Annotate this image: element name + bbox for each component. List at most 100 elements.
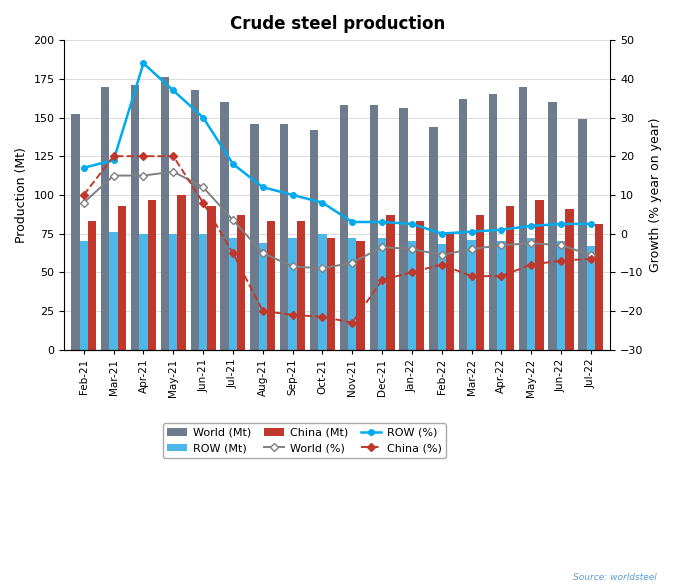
World (%) — [318, 265, 326, 272]
ROW (%) — [527, 222, 536, 229]
Bar — [297, 222, 305, 350]
Bar — [497, 241, 506, 350]
Bar — [118, 206, 126, 350]
Bar — [527, 239, 536, 350]
Bar — [221, 102, 229, 350]
ROW (%) — [139, 60, 148, 67]
Line: World (%): World (%) — [81, 169, 594, 271]
Bar — [160, 77, 169, 350]
ROW (%) — [378, 219, 386, 226]
ROW (%) — [498, 226, 506, 233]
ROW (%) — [259, 183, 267, 190]
ROW (%) — [110, 156, 118, 163]
Bar — [519, 87, 527, 350]
ROW (%) — [169, 87, 177, 94]
Bar — [476, 215, 484, 350]
China (%) — [288, 311, 297, 318]
Bar — [199, 234, 207, 350]
Bar — [237, 215, 246, 350]
Bar — [565, 209, 573, 350]
Bar — [356, 241, 365, 350]
World (%) — [110, 172, 118, 179]
ROW (%) — [229, 161, 237, 168]
Line: ROW (%): ROW (%) — [81, 60, 594, 236]
Bar — [386, 215, 395, 350]
World (%) — [557, 241, 565, 248]
Bar — [280, 124, 288, 350]
ROW (%) — [288, 192, 297, 199]
ROW (%) — [437, 230, 445, 237]
ROW (%) — [80, 164, 88, 171]
Bar — [536, 200, 544, 350]
Bar — [250, 124, 259, 350]
World (%) — [80, 199, 88, 206]
Bar — [348, 239, 356, 350]
Bar — [408, 241, 416, 350]
Bar — [557, 241, 565, 350]
World (%) — [199, 183, 207, 190]
Bar — [399, 108, 408, 350]
China (%) — [467, 272, 475, 280]
Y-axis label: Growth (% year on year): Growth (% year on year) — [649, 118, 662, 272]
Bar — [88, 222, 96, 350]
China (%) — [527, 261, 536, 268]
World (%) — [348, 259, 356, 266]
China (%) — [169, 153, 177, 160]
Bar — [139, 234, 148, 350]
Bar — [229, 239, 237, 350]
Bar — [416, 222, 424, 350]
World (%) — [587, 251, 595, 258]
Bar — [71, 114, 80, 350]
ROW (%) — [408, 220, 416, 227]
China (%) — [557, 257, 565, 264]
Bar — [148, 200, 156, 350]
Bar — [506, 206, 514, 350]
Bar — [548, 102, 557, 350]
China (%) — [437, 261, 445, 268]
Legend: World (Mt), ROW (Mt), China (Mt), World (%), ROW (%), China (%): World (Mt), ROW (Mt), China (Mt), World … — [162, 423, 446, 458]
ROW (%) — [348, 219, 356, 226]
China (%) — [498, 272, 506, 280]
World (%) — [139, 172, 148, 179]
Bar — [326, 239, 335, 350]
China (%) — [318, 314, 326, 321]
China (%) — [378, 277, 386, 284]
Bar — [587, 246, 595, 350]
Bar — [169, 234, 177, 350]
China (%) — [259, 308, 267, 315]
Bar — [177, 195, 185, 350]
Line: China (%): China (%) — [81, 154, 594, 325]
Bar — [310, 130, 318, 350]
Text: Source: worldsteel: Source: worldsteel — [573, 573, 657, 582]
World (%) — [288, 263, 297, 270]
ROW (%) — [467, 228, 475, 235]
China (%) — [139, 153, 148, 160]
World (%) — [169, 168, 177, 175]
Title: Crude steel production: Crude steel production — [230, 15, 445, 33]
Bar — [267, 222, 276, 350]
World (%) — [498, 241, 506, 248]
Bar — [101, 87, 110, 350]
China (%) — [199, 199, 207, 206]
China (%) — [229, 250, 237, 257]
Bar — [80, 241, 88, 350]
Bar — [489, 94, 497, 350]
China (%) — [348, 319, 356, 326]
Bar — [340, 105, 348, 350]
ROW (%) — [557, 220, 565, 227]
Bar — [595, 224, 603, 350]
Bar — [190, 90, 199, 350]
ROW (%) — [199, 114, 207, 121]
Bar — [446, 234, 454, 350]
Bar — [207, 206, 215, 350]
Bar — [578, 119, 587, 350]
China (%) — [110, 153, 118, 160]
Bar — [110, 232, 118, 350]
World (%) — [467, 246, 475, 253]
ROW (%) — [587, 220, 595, 227]
Bar — [131, 85, 139, 350]
Bar — [429, 127, 437, 350]
Bar — [370, 105, 378, 350]
World (%) — [437, 251, 445, 258]
Bar — [459, 99, 467, 350]
